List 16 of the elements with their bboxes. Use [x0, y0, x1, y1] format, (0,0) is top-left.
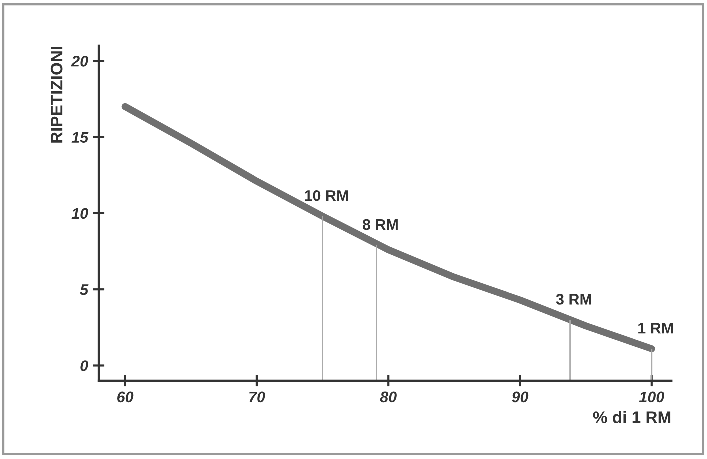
y-tick-label: 5	[80, 284, 89, 296]
y-tick-label: 20	[71, 56, 88, 67]
y-tick-label: 10	[72, 208, 88, 220]
y-tick-label: 15	[72, 132, 89, 143]
annotation: 3 RM	[556, 294, 592, 305]
annotation: 1 RM	[638, 323, 674, 334]
x-tick-label: 60	[118, 392, 134, 403]
x-axis-title: % di 1 RM	[593, 411, 671, 424]
x-tick-label: 70	[250, 392, 266, 403]
annotation: 8 RM	[362, 219, 398, 230]
annotation: 10 RM	[305, 190, 348, 202]
x-tick-label: 80	[380, 392, 397, 403]
y-axis-title: RIPETIZIONI	[50, 47, 63, 143]
x-tick-label: 90	[512, 392, 529, 403]
x-tick-label: 100	[639, 392, 664, 403]
y-tick-label: 0	[80, 360, 88, 372]
